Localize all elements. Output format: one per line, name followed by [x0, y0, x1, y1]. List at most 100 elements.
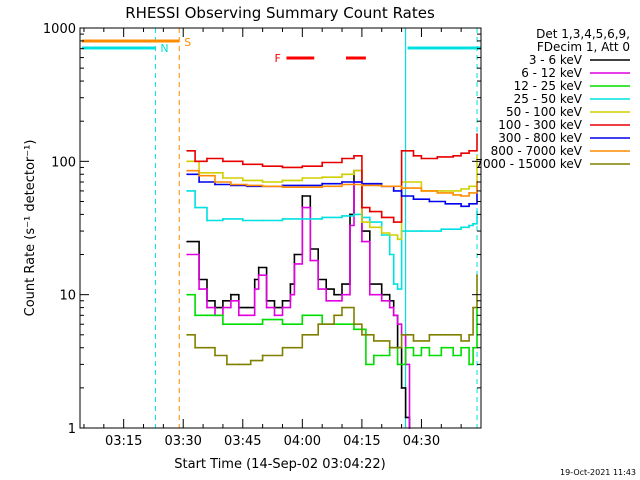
- series-8-point-19: [428, 333, 431, 336]
- series-2-point-3: [222, 323, 224, 326]
- series-8-point-1: [194, 346, 197, 349]
- series-3-point-5: [261, 219, 264, 222]
- series-8-point-20: [444, 333, 447, 336]
- series-0-point-13: [289, 283, 292, 286]
- series-8-point-12: [341, 306, 343, 309]
- series-8-point-21: [460, 340, 463, 342]
- series-3-point-16: [396, 288, 399, 291]
- series-5-point-4: [241, 163, 244, 166]
- series-4-point-13: [388, 234, 391, 236]
- series-7-point-16: [460, 195, 463, 197]
- series-1-point-12: [281, 306, 284, 309]
- series-3-point-23: [476, 210, 478, 213]
- series-2-point-19: [428, 354, 431, 357]
- plot-area: S N F: [82, 28, 481, 429]
- series-2-point-9: [341, 323, 343, 326]
- series-8-point-8: [281, 346, 284, 349]
- series-1-point-16: [309, 259, 312, 262]
- series-3-point-3: [222, 218, 224, 220]
- series-7-point-11: [380, 185, 383, 188]
- series-8-point-16: [388, 346, 391, 349]
- series-1-point-26: [388, 306, 391, 309]
- series-1-point-8: [253, 288, 256, 291]
- series-3-point-18: [420, 230, 423, 232]
- series-4-point-7: [321, 176, 324, 179]
- series-8-point-18: [412, 340, 415, 342]
- series-1-point-21: [349, 224, 351, 227]
- series-5-point-20: [460, 152, 463, 155]
- series-7-point-5: [261, 185, 264, 188]
- series-7-point-2: [214, 181, 216, 183]
- series-3-point-22: [472, 222, 474, 225]
- series-7-point-14: [436, 191, 439, 194]
- series-4-point-8: [341, 173, 343, 176]
- series-0-point-5: [229, 293, 232, 296]
- series-2-point-10: [353, 328, 355, 331]
- x-tick-label-1: 03:30: [164, 434, 201, 449]
- series-1-point-23: [360, 240, 363, 243]
- series-3-point-9: [341, 214, 343, 217]
- series-6-point-9: [341, 181, 343, 183]
- legend-label-2: 12 - 25 keV: [514, 79, 583, 93]
- night-flag-label: N: [160, 42, 168, 55]
- series-6-point-15: [428, 200, 431, 203]
- series-3-point-10: [353, 213, 355, 216]
- series-6-point-17: [460, 205, 463, 208]
- series-5-point-10: [353, 154, 355, 157]
- series-7-point-9: [341, 183, 343, 186]
- series-4-point-12: [380, 232, 383, 234]
- series-1-point-0: [186, 253, 189, 256]
- y-axis-label: Count Rate (s⁻¹ detector⁻¹): [23, 140, 38, 317]
- legend-label-3: 25 - 50 keV: [514, 92, 583, 106]
- legend-header-line-1: Det 1,3,4,5,6,9,: [536, 27, 630, 41]
- series-4-point-0: [186, 160, 189, 163]
- series-8-point-5: [237, 363, 240, 366]
- series-7-point-15: [452, 194, 455, 196]
- series-2-point-23: [468, 363, 470, 366]
- y-tick-label-1: 10: [59, 289, 76, 304]
- series-5-point-14: [392, 221, 395, 224]
- series-3-point-8: [321, 216, 324, 219]
- series-2-point-20: [440, 346, 443, 349]
- series-8-point-23: [472, 306, 474, 309]
- series-3-point-15: [392, 283, 395, 286]
- footer-timestamp: 19-Oct-2021 11:43: [560, 468, 636, 477]
- x-tick-label-2: 03:45: [224, 434, 261, 449]
- series-5-point-3: [222, 160, 224, 163]
- series-0-point-14: [293, 253, 296, 256]
- x-tick-label-0: 03:15: [105, 434, 142, 449]
- y-tick-label-3: 1000: [43, 22, 76, 37]
- series-5-point-12: [368, 210, 371, 213]
- series-0-point-19: [333, 293, 335, 296]
- series-5-point-16: [412, 154, 415, 157]
- series-line-3: [187, 190, 478, 290]
- series-1-point-4: [222, 306, 224, 309]
- series-7-point-17: [468, 191, 470, 194]
- series-3-point-2: [206, 219, 208, 222]
- series-1-point-6: [237, 314, 240, 317]
- series-3-point-19: [440, 228, 443, 231]
- series-0-point-9: [257, 266, 260, 269]
- series-5-point-13: [380, 216, 383, 219]
- series-8-point-4: [226, 363, 228, 366]
- series-2-point-12: [372, 354, 375, 357]
- series-0-point-0: [186, 240, 189, 243]
- series-0-point-8: [253, 278, 256, 281]
- series-8-point-15: [372, 340, 375, 342]
- series-7-point-7: [301, 186, 304, 189]
- legend-label-6: 300 - 800 keV: [498, 131, 582, 145]
- series-8-point-6: [249, 359, 252, 362]
- series-2-point-13: [380, 354, 383, 357]
- series-7-point-1: [198, 174, 201, 177]
- chart-title: RHESSI Observing Summary Count Rates: [125, 4, 435, 22]
- series-7-point-13: [420, 190, 423, 192]
- series-0-point-29: [400, 386, 403, 389]
- series-0-point-7: [245, 306, 248, 309]
- x-axis-label: Start Time (14-Sep-02 03:04:22): [174, 457, 385, 472]
- series-1-point-27: [392, 314, 395, 317]
- series-1-point-10: [265, 306, 268, 309]
- series-6-point-14: [412, 198, 415, 201]
- series-2-point-17: [412, 354, 415, 357]
- saa-flag-label: S: [184, 36, 191, 49]
- legend-label-1: 6 - 12 keV: [521, 66, 583, 80]
